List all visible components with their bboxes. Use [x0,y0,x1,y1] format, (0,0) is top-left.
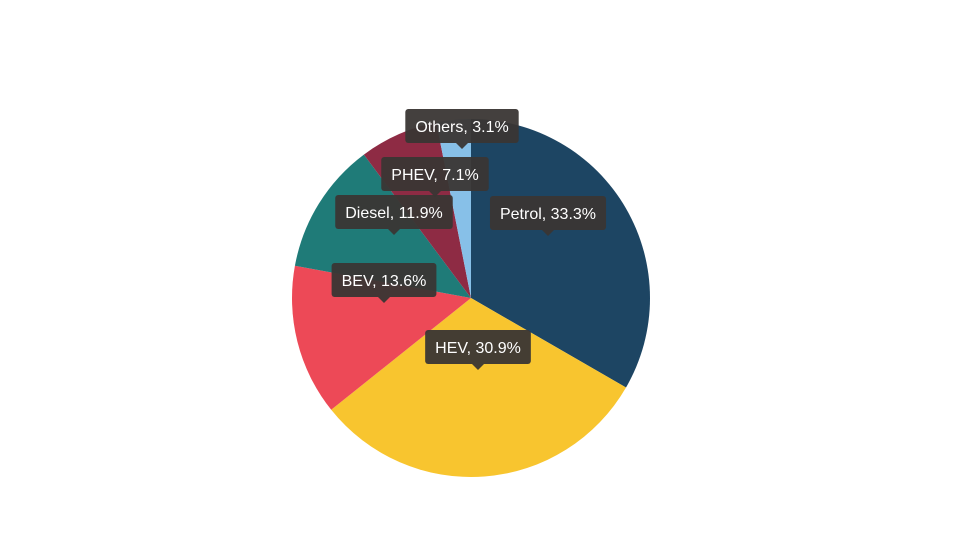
data-label-text: PHEV, 7.1% [391,167,478,184]
data-label-text: Diesel, 11.9% [345,205,443,222]
data-label-pointer [472,364,484,370]
data-label-text: Others, 3.1% [415,119,508,136]
data-label-pointer [378,297,390,303]
data-label-pointer [456,143,468,149]
data-label-pointer [429,191,441,197]
data-label-pointer [388,229,400,235]
data-label-box [425,330,531,364]
data-label-text: Petrol, 33.3% [500,206,596,223]
pie-slice-hev[interactable] [331,298,627,477]
labels-layer: Petrol, 33.3% HEV, 30.9% BEV, 13.6% Diesel,… [331,109,607,370]
data-label-box [489,196,607,230]
data-label-others: Others, 3.1% [405,109,519,149]
data-label-hev: HEV, 30.9% [425,330,531,370]
pie-slice-petrol[interactable] [471,119,650,388]
data-label-box [405,109,519,143]
data-label-box [381,157,489,191]
data-label-box [331,263,437,297]
data-label-petrol: Petrol, 33.3% [489,196,607,236]
data-label-box [335,195,453,229]
data-label-text: HEV, 30.9% [435,340,521,357]
data-label-diesel: Diesel, 11.9% [335,195,453,235]
pie-slice-bev[interactable] [291,265,471,410]
data-label-pointer [542,230,554,236]
data-label-text: BEV, 13.6% [342,273,427,290]
data-label-bev: BEV, 13.6% [331,263,437,303]
data-label-phev: PHEV, 7.1% [381,157,489,197]
